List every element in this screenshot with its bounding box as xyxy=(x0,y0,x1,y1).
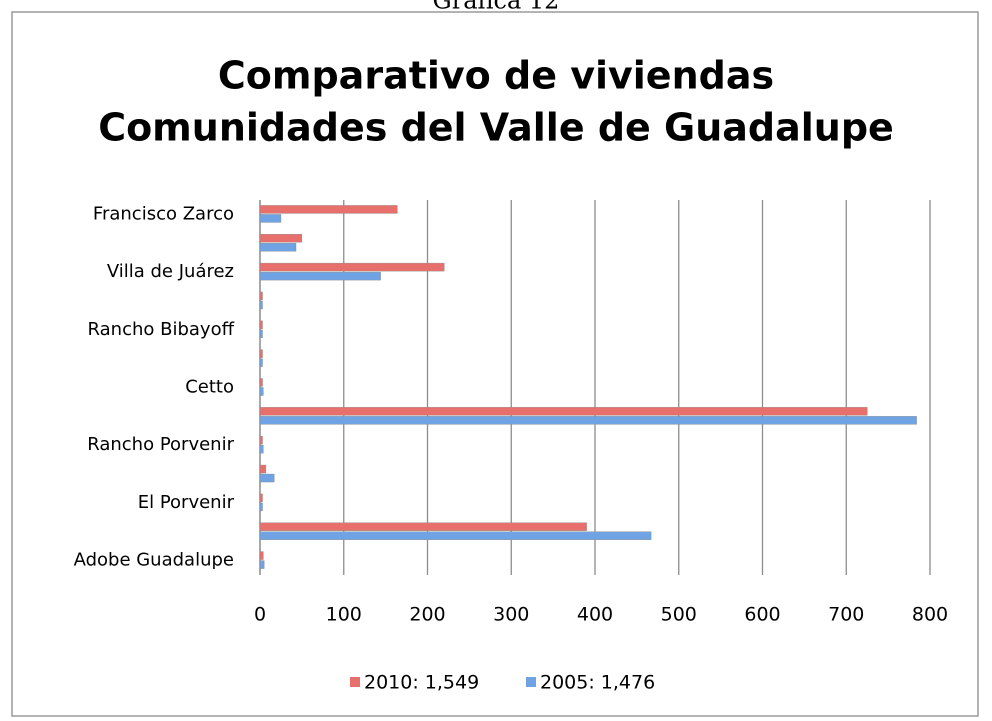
bar xyxy=(259,358,263,367)
legend-swatch xyxy=(526,677,536,687)
bar xyxy=(259,502,263,512)
x-tick-label: 800 xyxy=(912,604,948,626)
bar xyxy=(259,444,264,454)
bar xyxy=(259,214,282,223)
bar xyxy=(259,271,381,281)
bar xyxy=(259,329,263,339)
y-tick-label: El Porvenir xyxy=(138,492,235,513)
x-tick-label: 0 xyxy=(254,604,266,626)
chart-title: Comparativo de viviendas xyxy=(218,54,774,98)
legend-swatch xyxy=(350,677,360,687)
bar xyxy=(259,262,445,272)
y-tick-label: Adobe Guadalupe xyxy=(74,550,234,571)
y-tick-label: Rancho Bibayoff xyxy=(88,319,235,340)
chart-title: Comunidades del Valle de Guadalupe xyxy=(98,106,894,150)
bar xyxy=(259,522,587,531)
bar xyxy=(259,320,263,330)
chart-border xyxy=(11,11,979,717)
heading-backdrop xyxy=(300,0,700,11)
x-tick-label: 100 xyxy=(326,604,362,626)
bar xyxy=(259,349,263,358)
bar xyxy=(259,407,868,416)
x-tick-label: 500 xyxy=(661,604,697,626)
legend-label: 2010: 1,549 xyxy=(364,672,479,694)
y-tick-label: Villa de Juárez xyxy=(107,261,234,282)
bar xyxy=(259,493,263,503)
x-tick-label: 300 xyxy=(493,604,529,626)
x-tick-label: 200 xyxy=(409,604,445,626)
bar xyxy=(259,473,275,483)
legend-label: 2005: 1,476 xyxy=(540,672,655,694)
bar xyxy=(259,560,265,569)
bar xyxy=(259,387,264,396)
x-tick-label: 700 xyxy=(828,604,864,626)
bar xyxy=(259,243,297,252)
y-tick-label: Cetto xyxy=(185,377,234,398)
bar xyxy=(259,464,267,474)
y-tick-label: Francisco Zarco xyxy=(93,203,234,224)
bar xyxy=(259,531,652,540)
y-tick-label: Rancho Porvenir xyxy=(87,434,234,455)
bar xyxy=(259,416,917,425)
heading: Gráfica 12 xyxy=(433,0,560,15)
bar xyxy=(259,234,303,243)
bar xyxy=(259,300,263,310)
x-tick-label: 400 xyxy=(577,604,613,626)
x-tick-label: 600 xyxy=(744,604,780,626)
bar xyxy=(259,435,263,445)
bar xyxy=(259,551,264,560)
bar xyxy=(259,291,263,301)
bar xyxy=(259,378,263,387)
bar xyxy=(259,205,398,214)
